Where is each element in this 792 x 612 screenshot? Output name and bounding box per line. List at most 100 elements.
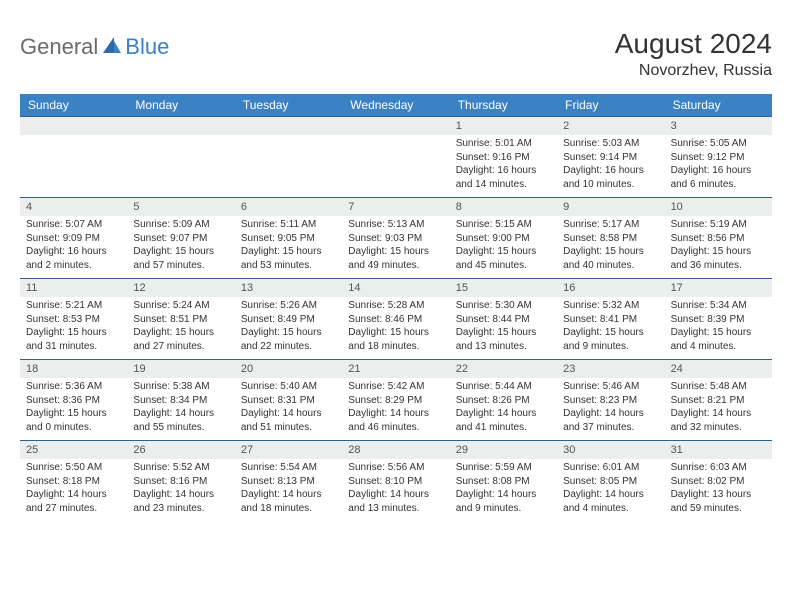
day-number-cell [20,116,127,135]
sunrise-text: Sunrise: 5:54 AM [241,461,336,475]
sunrise-text: Sunrise: 6:01 AM [563,461,658,475]
sunset-text: Sunset: 8:13 PM [241,475,336,489]
day-data-cell: Sunrise: 5:44 AMSunset: 8:26 PMDaylight:… [450,378,557,440]
sunrise-text: Sunrise: 5:32 AM [563,299,658,313]
day-data-cell: Sunrise: 5:05 AMSunset: 9:12 PMDaylight:… [665,135,772,197]
day-number-cell: 14 [342,278,449,297]
day-number-cell: 20 [235,359,342,378]
sunset-text: Sunset: 9:14 PM [563,151,658,165]
sunrise-text: Sunrise: 5:38 AM [133,380,228,394]
sunset-text: Sunset: 8:56 PM [671,232,766,246]
day-data-cell: Sunrise: 5:21 AMSunset: 8:53 PMDaylight:… [20,297,127,359]
sunset-text: Sunset: 9:05 PM [241,232,336,246]
day-data-cell: Sunrise: 5:36 AMSunset: 8:36 PMDaylight:… [20,378,127,440]
logo-text-general: General [20,34,98,60]
sunrise-text: Sunrise: 5:21 AM [26,299,121,313]
day-data-cell: Sunrise: 5:38 AMSunset: 8:34 PMDaylight:… [127,378,234,440]
daylight-text: Daylight: 15 hours and 18 minutes. [348,326,443,353]
daylight-text: Daylight: 15 hours and 53 minutes. [241,245,336,272]
day-data-cell: Sunrise: 5:01 AMSunset: 9:16 PMDaylight:… [450,135,557,197]
sunrise-text: Sunrise: 5:01 AM [456,137,551,151]
day-number-cell: 26 [127,440,234,459]
sunset-text: Sunset: 8:46 PM [348,313,443,327]
day-number-cell: 11 [20,278,127,297]
sunset-text: Sunset: 9:07 PM [133,232,228,246]
day-data-cell: Sunrise: 5:30 AMSunset: 8:44 PMDaylight:… [450,297,557,359]
day-number-cell: 25 [20,440,127,459]
day-number-cell: 19 [127,359,234,378]
daylight-text: Daylight: 15 hours and 9 minutes. [563,326,658,353]
daylight-text: Daylight: 14 hours and 4 minutes. [563,488,658,515]
daylight-text: Daylight: 16 hours and 6 minutes. [671,164,766,191]
sunrise-text: Sunrise: 5:19 AM [671,218,766,232]
weekday-header: Wednesday [342,94,449,116]
sunset-text: Sunset: 8:31 PM [241,394,336,408]
sunset-text: Sunset: 8:08 PM [456,475,551,489]
daylight-text: Daylight: 16 hours and 14 minutes. [456,164,551,191]
sunrise-text: Sunrise: 5:17 AM [563,218,658,232]
daylight-text: Daylight: 15 hours and 49 minutes. [348,245,443,272]
daylight-text: Daylight: 16 hours and 10 minutes. [563,164,658,191]
day-data-cell: Sunrise: 6:03 AMSunset: 8:02 PMDaylight:… [665,459,772,521]
sunrise-text: Sunrise: 5:40 AM [241,380,336,394]
sunset-text: Sunset: 9:16 PM [456,151,551,165]
weekday-header: Monday [127,94,234,116]
day-number-cell: 27 [235,440,342,459]
day-data-cell: Sunrise: 5:28 AMSunset: 8:46 PMDaylight:… [342,297,449,359]
sunrise-text: Sunrise: 5:52 AM [133,461,228,475]
logo-text-blue: Blue [125,34,169,60]
day-data-cell: Sunrise: 5:13 AMSunset: 9:03 PMDaylight:… [342,216,449,278]
day-data-cell: Sunrise: 5:26 AMSunset: 8:49 PMDaylight:… [235,297,342,359]
daylight-text: Daylight: 14 hours and 18 minutes. [241,488,336,515]
day-data-cell: Sunrise: 5:56 AMSunset: 8:10 PMDaylight:… [342,459,449,521]
sunset-text: Sunset: 9:00 PM [456,232,551,246]
day-data-cell: Sunrise: 5:40 AMSunset: 8:31 PMDaylight:… [235,378,342,440]
daylight-text: Daylight: 15 hours and 36 minutes. [671,245,766,272]
day-data-cell: Sunrise: 5:19 AMSunset: 8:56 PMDaylight:… [665,216,772,278]
day-number-cell [235,116,342,135]
daylight-text: Daylight: 15 hours and 4 minutes. [671,326,766,353]
sunrise-text: Sunrise: 5:24 AM [133,299,228,313]
sunrise-text: Sunrise: 5:44 AM [456,380,551,394]
weekday-header: Friday [557,94,664,116]
daylight-text: Daylight: 14 hours and 9 minutes. [456,488,551,515]
daylight-text: Daylight: 14 hours and 37 minutes. [563,407,658,434]
daylight-text: Daylight: 13 hours and 59 minutes. [671,488,766,515]
day-data-cell: Sunrise: 5:34 AMSunset: 8:39 PMDaylight:… [665,297,772,359]
day-data-cell: Sunrise: 5:24 AMSunset: 8:51 PMDaylight:… [127,297,234,359]
sunset-text: Sunset: 8:49 PM [241,313,336,327]
daylight-text: Daylight: 15 hours and 40 minutes. [563,245,658,272]
day-number-cell: 23 [557,359,664,378]
sunrise-text: Sunrise: 5:03 AM [563,137,658,151]
day-number-cell: 16 [557,278,664,297]
day-number-cell: 31 [665,440,772,459]
daylight-text: Daylight: 15 hours and 22 minutes. [241,326,336,353]
daylight-text: Daylight: 15 hours and 0 minutes. [26,407,121,434]
sunrise-text: Sunrise: 5:46 AM [563,380,658,394]
day-data-cell [342,135,449,197]
daylight-text: Daylight: 14 hours and 27 minutes. [26,488,121,515]
day-number-cell: 22 [450,359,557,378]
sunset-text: Sunset: 8:16 PM [133,475,228,489]
day-number-cell: 21 [342,359,449,378]
day-number-cell: 28 [342,440,449,459]
daylight-text: Daylight: 14 hours and 46 minutes. [348,407,443,434]
day-data-cell: Sunrise: 5:11 AMSunset: 9:05 PMDaylight:… [235,216,342,278]
daylight-text: Daylight: 14 hours and 41 minutes. [456,407,551,434]
daylight-text: Daylight: 14 hours and 51 minutes. [241,407,336,434]
day-number-cell: 24 [665,359,772,378]
daylight-text: Daylight: 15 hours and 13 minutes. [456,326,551,353]
day-number-cell: 2 [557,116,664,135]
daylight-text: Daylight: 14 hours and 32 minutes. [671,407,766,434]
day-number-cell: 17 [665,278,772,297]
sunset-text: Sunset: 8:18 PM [26,475,121,489]
sunset-text: Sunset: 8:44 PM [456,313,551,327]
logo: General Blue [20,34,169,60]
day-data-cell: Sunrise: 5:03 AMSunset: 9:14 PMDaylight:… [557,135,664,197]
sunrise-text: Sunrise: 5:48 AM [671,380,766,394]
sunrise-text: Sunrise: 5:36 AM [26,380,121,394]
day-number-cell: 7 [342,197,449,216]
sunset-text: Sunset: 8:29 PM [348,394,443,408]
weekday-header: Tuesday [235,94,342,116]
sunset-text: Sunset: 8:51 PM [133,313,228,327]
